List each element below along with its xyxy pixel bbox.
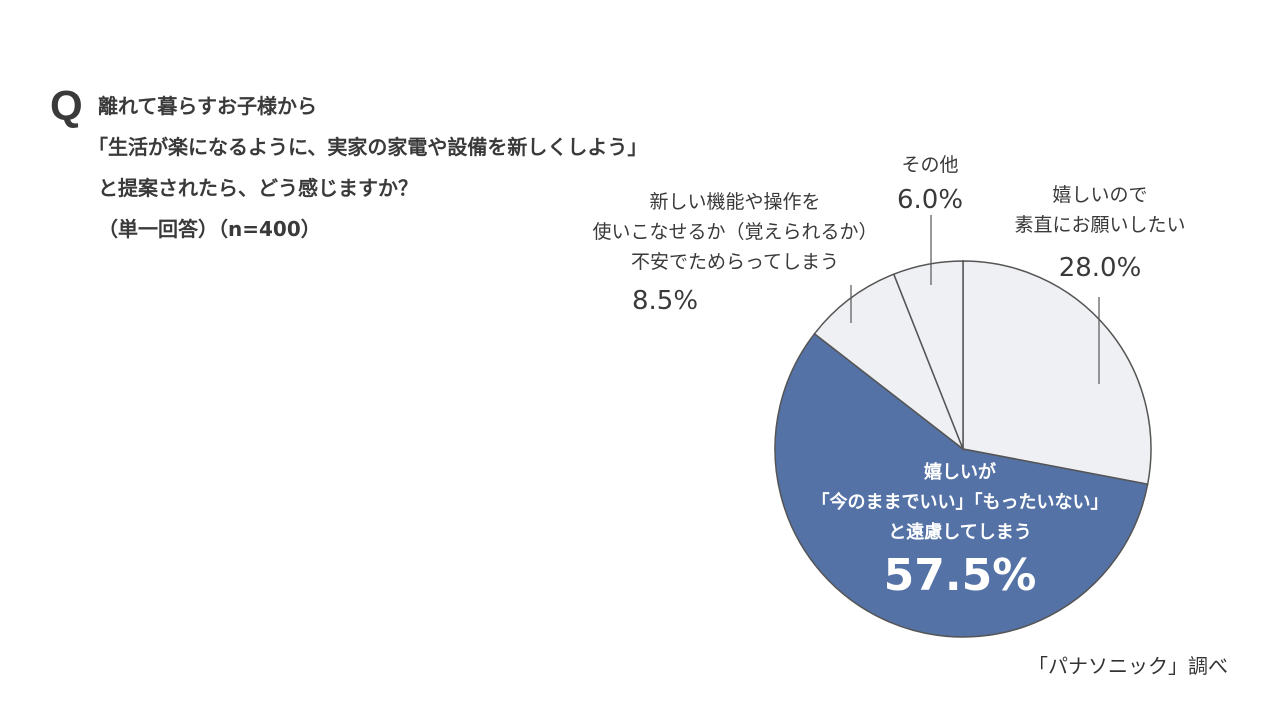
slice-value: 57.5% xyxy=(883,550,1037,601)
source-note: 「パナソニック」調べ xyxy=(1028,654,1228,678)
slice-label-reserved: 嬉しいが 「今のままでいい」「もったいない」 と遠慮してしまう 57.5% xyxy=(790,458,1130,604)
slice-label-line: その他 xyxy=(901,154,959,176)
slice-label-line: 使いこなせるか（覚えられるか） xyxy=(592,221,878,243)
question-line: （単一回答）（n=400） xyxy=(98,217,321,241)
slice-label-line: 嬉しいが xyxy=(924,462,996,483)
slice-label-happy-request: 嬉しいので 素直にお願いしたい 28.0% xyxy=(990,180,1210,288)
slice-label-line: 「今のままでいい」「もったいない」 xyxy=(811,492,1109,513)
question-mark: Q xyxy=(50,82,83,129)
slice-label-line: 素直にお願いしたい xyxy=(1014,214,1186,236)
slice-happy-request xyxy=(962,260,1152,486)
slice-label-line: 不安でためらってしまう xyxy=(630,251,840,273)
slice-label-line: と遠慮してしまう xyxy=(888,522,1032,543)
slice-label-other: その他 6.0% xyxy=(880,150,980,220)
slice-label-line: 新しい機能や操作を xyxy=(649,191,821,213)
slice-other xyxy=(892,260,964,450)
slice-label-line: 嬉しいので xyxy=(1052,184,1148,206)
question-line: 離れて暮らすお子様から xyxy=(98,94,317,118)
slice-value: 8.5% xyxy=(631,286,699,316)
leader-lines xyxy=(850,215,1100,384)
question-line: と提案されたら、どう感じますか？ xyxy=(98,176,418,200)
slice-label-anxious: 新しい機能や操作を 使いこなせるか（覚えられるか） 不安でためらってしまう 8.… xyxy=(575,187,895,321)
slice-value: 28.0% xyxy=(1058,253,1142,283)
question-line: 「生活が楽になるように、実家の家電や設備を新しくしよう」 xyxy=(88,135,648,159)
slice-value: 6.0% xyxy=(896,185,964,215)
slice-reserved xyxy=(774,332,1149,638)
question-text: 離れて暮らすお子様から 「生活が楽になるように、実家の家電や設備を新しくしよう」… xyxy=(88,86,647,250)
